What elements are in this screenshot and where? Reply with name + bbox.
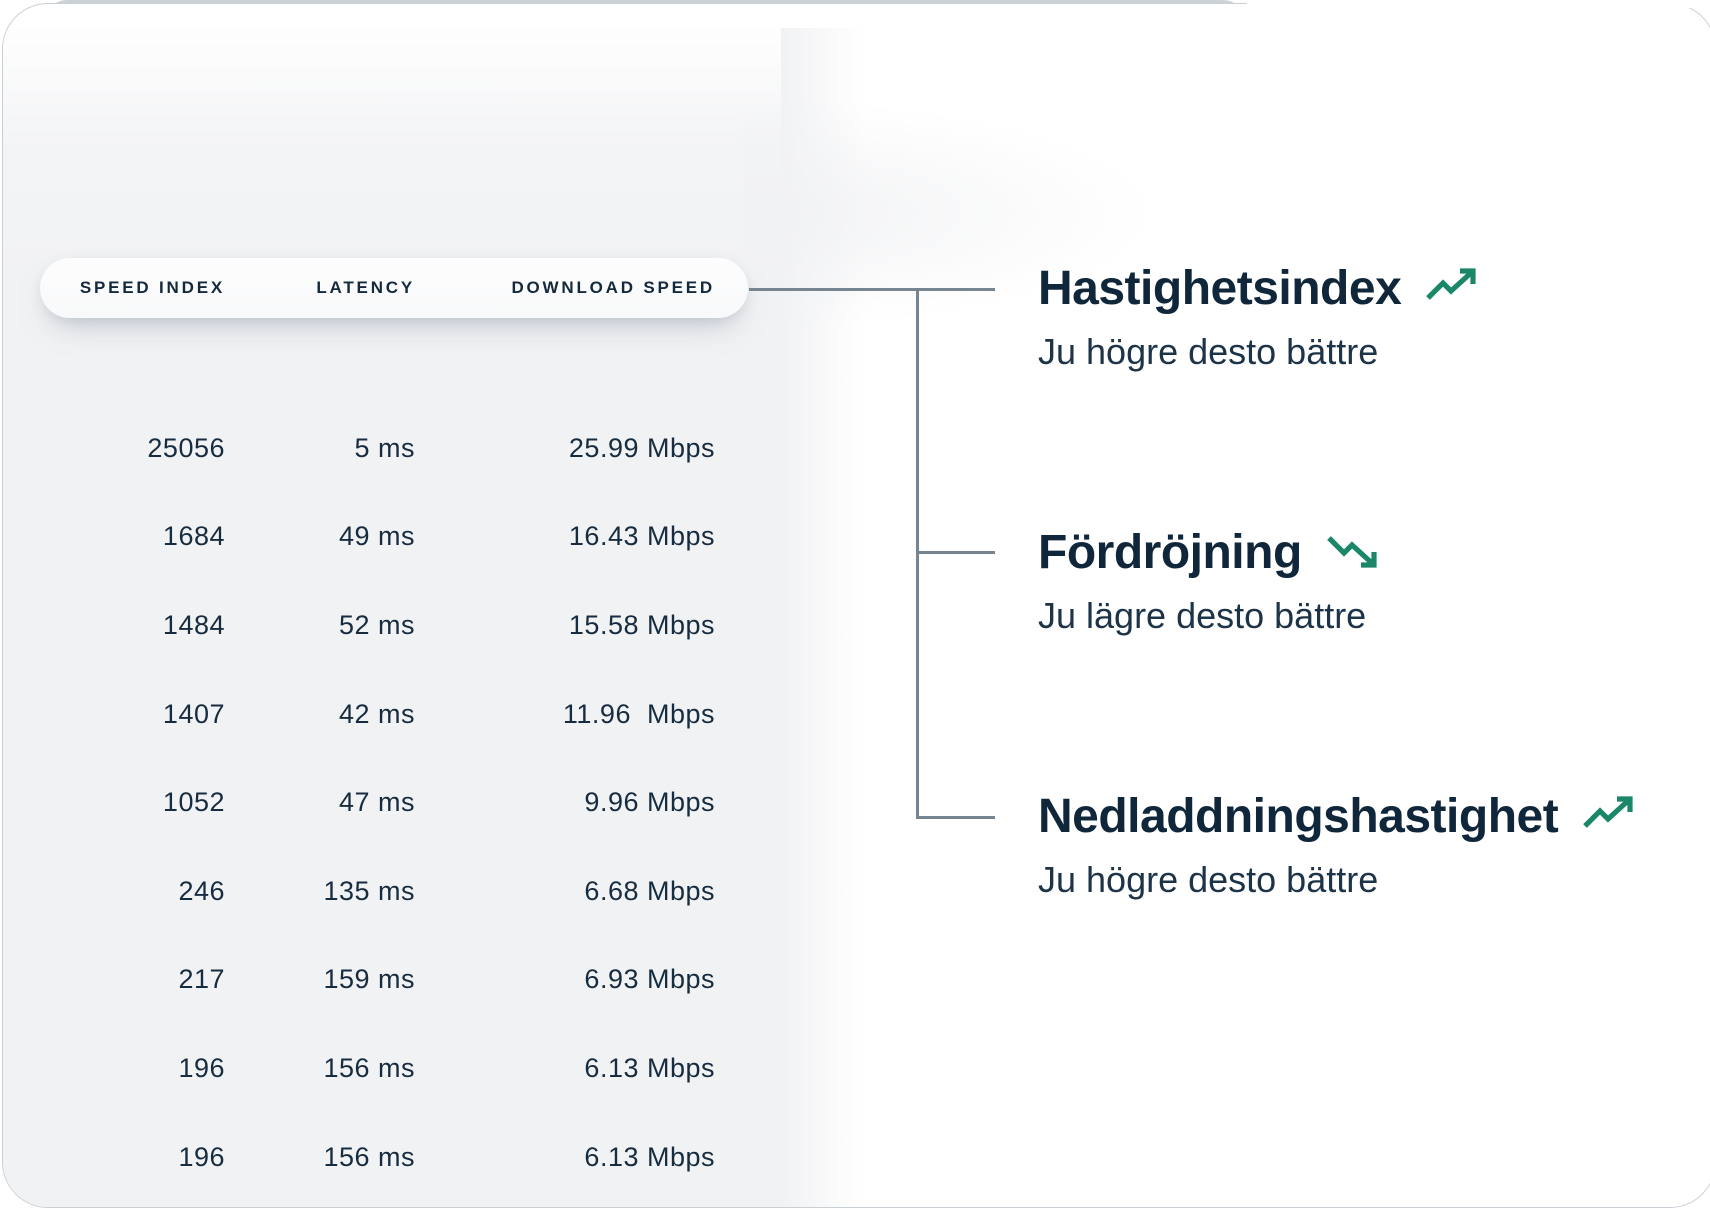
annotation-subtitle: Ju högre desto bättre [1038,331,1379,372]
trending-down-icon [1326,536,1377,568]
table-cell-download: 16.43 Mbps [568,521,715,552]
table-cell-speed_index: 246 [178,875,225,906]
annotation-download-speed: Nedladdningshastighet Ju högre desto bät… [1038,790,1636,902]
device-card: SPEED INDEX LATENCY DOWNLOAD SPEED 25056… [2,3,1710,1208]
table-cell-latency: 47 ms [338,787,415,818]
table-cell-download: 6.13 Mbps [584,1141,715,1172]
top-border-patch [1247,0,1710,8]
table-header-pill: SPEED INDEX LATENCY DOWNLOAD SPEED [40,258,748,318]
annotation-subtitle: Ju högre desto bättre [1038,859,1379,900]
table-cell-download: 25.99 Mbps [568,432,715,463]
table-cell-download: 6.68 Mbps [584,875,715,906]
table-cell-speed_index: 196 [178,1052,225,1083]
column-header-speed-index: SPEED INDEX [79,278,225,297]
connector-line-middle [916,551,995,554]
annotation-title: Fördröjning [1038,526,1302,579]
table-cell-speed_index: 1052 [162,787,225,818]
table-cell-latency: 135 ms [323,875,415,906]
table-cell-download: 11.96 Mbps [562,698,715,729]
table-cell-latency: 156 ms [323,1052,415,1083]
table-rows: 25056 5 ms 25.99 Mbps 1684 49 ms 16.43 Mbps 14… [3,404,715,1201]
connector-line-bottom [916,816,995,819]
table-cell-download: 15.58 Mbps [568,609,715,640]
column-header-latency: LATENCY [316,278,415,297]
table-cell-download: 9.96 Mbps [584,787,715,818]
annotation-latency: Fördröjning Ju lägre desto bättre [1038,526,1380,638]
header-glow [743,94,1173,334]
table-cell-speed_index: 217 [178,964,225,995]
table-cell-latency: 42 ms [338,698,415,729]
table-cell-download: 6.13 Mbps [584,1052,715,1083]
table-cell-latency: 156 ms [323,1141,415,1172]
table-cell-speed_index: 1407 [162,698,225,729]
table-cell-download: 6.93 Mbps [584,964,715,995]
table-cell-speed_index: 25056 [147,432,225,463]
table-cell-speed_index: 1684 [162,521,225,552]
table-cell-latency: 5 ms [354,432,415,463]
table-panel [3,28,781,1207]
table-cell-latency: 159 ms [323,964,415,995]
trending-up-icon [1426,268,1476,300]
trending-up-icon [1583,796,1633,828]
column-header-download-speed: DOWNLOAD SPEED [511,278,715,297]
annotation-speed-index: Hastighetsindex Ju högre desto bättre [1038,262,1479,374]
table-cell-speed_index: 196 [178,1141,225,1172]
table-cell-latency: 52 ms [338,609,415,640]
annotation-title: Hastighetsindex [1038,262,1402,315]
connector-line-top [749,288,995,291]
table-cell-speed_index: 1484 [162,609,225,640]
annotation-title: Nedladdningshastighet [1038,790,1559,843]
table-cell-latency: 49 ms [338,521,415,552]
annotation-subtitle: Ju lägre desto bättre [1038,595,1367,636]
